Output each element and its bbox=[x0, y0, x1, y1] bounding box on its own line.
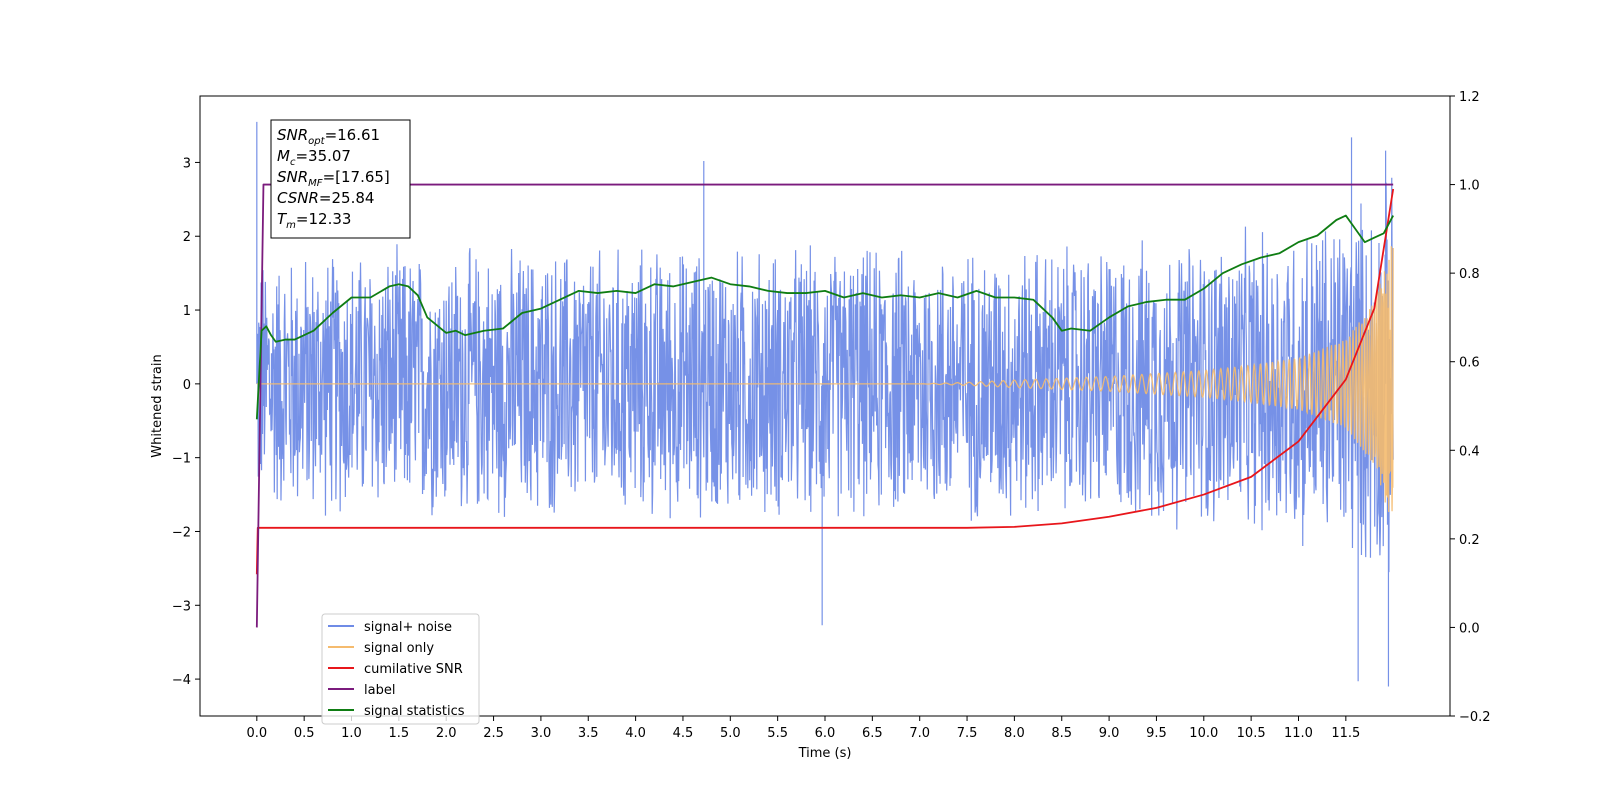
legend-label: label bbox=[364, 683, 395, 698]
x-tick-label: 0.0 bbox=[246, 726, 267, 741]
series-cumilative-snr bbox=[255, 188, 1395, 575]
y-tick-label: 2 bbox=[183, 230, 191, 245]
x-axis-title: Time (s) bbox=[798, 746, 852, 761]
annotation-line: CSNR=25.84 bbox=[277, 189, 374, 207]
x-tick-label: 7.0 bbox=[909, 726, 930, 741]
x-tick-label: 2.0 bbox=[436, 726, 457, 741]
x-tick-label: 8.5 bbox=[1051, 726, 1072, 741]
x-tick-label: 7.5 bbox=[957, 726, 978, 741]
y-axis-title: Whitened strain bbox=[150, 354, 165, 457]
x-tick-label: 1.5 bbox=[389, 726, 410, 741]
y-tick-label: −2 bbox=[172, 525, 191, 540]
x-tick-label: 10.0 bbox=[1189, 726, 1218, 741]
y-tick-label: −3 bbox=[172, 599, 191, 614]
annotation-line: SNRMF=[17.65] bbox=[277, 168, 390, 189]
x-tick-label: 5.5 bbox=[767, 726, 788, 741]
y-tick-label: 3 bbox=[183, 156, 191, 171]
x-tick-label: 11.5 bbox=[1331, 726, 1360, 741]
y2-tick-label: 0.2 bbox=[1459, 533, 1480, 548]
y-tick-label: −1 bbox=[172, 452, 191, 467]
legend-label: signal statistics bbox=[364, 704, 465, 719]
x-tick-label: 8.0 bbox=[1004, 726, 1025, 741]
y-tick-label: 1 bbox=[183, 304, 191, 319]
stats-annotation-box: SNRopt=16.61Mc=35.07SNRMF=[17.65]CSNR=25… bbox=[270, 119, 411, 239]
x-tick-label: 3.5 bbox=[578, 726, 599, 741]
x-tick-label: 10.5 bbox=[1237, 726, 1266, 741]
x-tick-label: 4.0 bbox=[625, 726, 646, 741]
y2-tick-label: −0.2 bbox=[1459, 710, 1491, 725]
series-signal-only bbox=[256, 246, 1394, 513]
annotation-line: SNRopt=16.61 bbox=[277, 126, 380, 147]
y-tick-label: 0 bbox=[183, 378, 191, 393]
series-label bbox=[255, 183, 1394, 628]
legend: signal+ noise signal only cumilative SNR la… bbox=[321, 613, 480, 725]
y2-tick-label: 0.0 bbox=[1459, 621, 1480, 636]
axes-layer: 0.0 0.5 1.0 1.5 2.0 2.5 3.0 3.5 4.0 4.5 5.0 5.5 6.0 6… bbox=[172, 90, 1491, 741]
annotation-line: Tm=12.33 bbox=[277, 210, 351, 231]
y2-tick-label: 1.0 bbox=[1459, 179, 1480, 194]
y2-tick-label: 0.8 bbox=[1459, 267, 1480, 282]
y2-tick-label: 1.2 bbox=[1459, 90, 1480, 105]
x-tick-label: 9.0 bbox=[1099, 726, 1120, 741]
x-tick-label: 9.5 bbox=[1146, 726, 1167, 741]
legend-label: cumilative SNR bbox=[364, 662, 463, 677]
x-tick-label: 6.0 bbox=[815, 726, 836, 741]
series-signal-noise bbox=[256, 121, 1394, 687]
x-tick-label: 11.0 bbox=[1284, 726, 1313, 741]
x-tick-label: 1.0 bbox=[341, 726, 362, 741]
y-tick-label: −4 bbox=[172, 673, 191, 688]
x-tick-label: 0.5 bbox=[294, 726, 315, 741]
annotation-frame bbox=[270, 119, 411, 239]
legend-label: signal only bbox=[364, 641, 434, 656]
x-tick-label: 5.0 bbox=[720, 726, 741, 741]
legend-frame bbox=[321, 613, 480, 725]
x-tick-label: 3.0 bbox=[531, 726, 552, 741]
x-tick-label: 2.5 bbox=[483, 726, 504, 741]
y2-tick-label: 0.6 bbox=[1459, 356, 1480, 371]
annotation-line: Mc=35.07 bbox=[277, 147, 351, 168]
series-layer bbox=[255, 121, 1395, 687]
y2-tick-label: 0.4 bbox=[1459, 444, 1480, 459]
x-tick-label: 6.5 bbox=[862, 726, 883, 741]
legend-label: signal+ noise bbox=[364, 620, 452, 635]
series-signal-statistics bbox=[255, 214, 1394, 420]
x-tick-label: 4.5 bbox=[673, 726, 694, 741]
